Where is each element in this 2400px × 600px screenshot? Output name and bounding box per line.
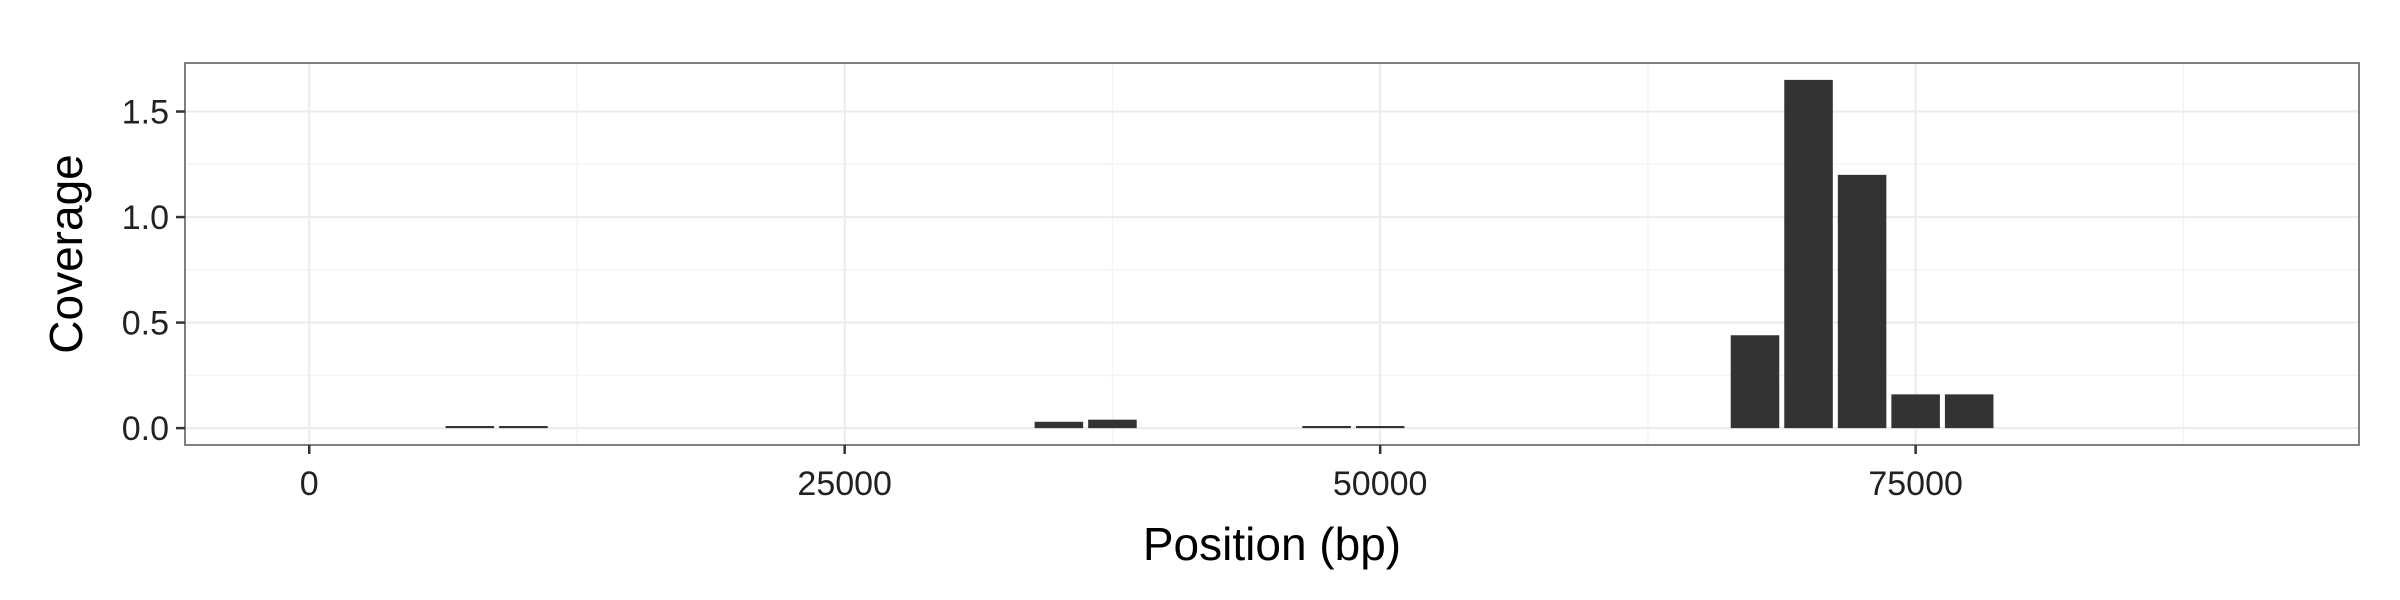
y-tick-label: 1.5 <box>122 94 169 132</box>
y-tick-label: 1.0 <box>122 199 169 237</box>
x-tick-label: 0 <box>300 465 319 503</box>
x-axis: 0 25000 50000 75000 <box>300 445 1963 503</box>
x-tick-label: 50000 <box>1333 465 1428 503</box>
coverage-bar <box>1837 174 1887 429</box>
x-axis-title: Position (bp) <box>1143 518 1401 570</box>
coverage-bar <box>1088 419 1137 429</box>
panel-background <box>185 63 2359 445</box>
coverage-bar <box>1891 394 1940 429</box>
minor-gridlines <box>185 63 2359 445</box>
coverage-bar <box>1784 79 1833 429</box>
x-tick-label: 25000 <box>797 465 892 503</box>
panel-border <box>184 62 2360 446</box>
y-axis-title: Coverage <box>40 154 92 353</box>
coverage-bar <box>1302 426 1351 429</box>
coverage-bar <box>1944 394 1994 429</box>
coverage-bar <box>445 426 495 429</box>
bars-group <box>445 79 1994 429</box>
coverage-bar <box>499 426 548 429</box>
y-tick-label: 0.5 <box>122 305 169 343</box>
y-axis: 0.0 0.5 1.0 1.5 <box>122 94 185 448</box>
coverage-bar <box>1730 335 1780 429</box>
x-tick-label: 75000 <box>1868 465 1963 503</box>
y-tick-label: 0.0 <box>122 410 169 448</box>
coverage-bar <box>1034 421 1084 429</box>
coverage-bar <box>1355 426 1405 429</box>
